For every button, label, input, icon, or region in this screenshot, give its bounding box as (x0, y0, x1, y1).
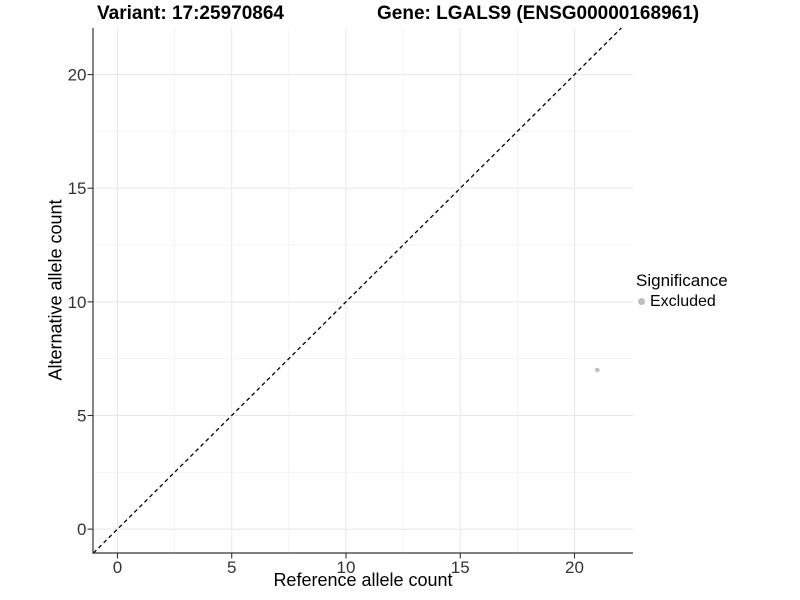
x-axis-title: Reference allele count (273, 570, 453, 590)
legend-item-label: Excluded (650, 293, 716, 310)
plot-title-gene: Gene: LGALS9 (ENSG00000168961) (377, 3, 700, 24)
y-tick-label: 20 (68, 66, 87, 85)
legend-item-excluded: Excluded (636, 292, 728, 311)
y-axis-title: Alternative allele count (45, 199, 66, 381)
y-tick-label: 0 (77, 520, 86, 539)
data-point (595, 367, 600, 373)
legend-point-icon (638, 298, 645, 305)
x-tick-label: 15 (451, 558, 470, 577)
y-tick-label: 5 (77, 407, 86, 426)
x-tick-label: 10 (337, 558, 356, 577)
identity-dashed-line (92, 27, 622, 554)
y-tick-label: 15 (68, 179, 87, 198)
x-tick-label: 20 (565, 558, 584, 577)
x-tick-label: 0 (113, 558, 122, 577)
x-tick-label: 5 (227, 558, 236, 577)
plot-title-variant: Variant: 17:25970864 (97, 3, 284, 24)
legend: Significance Excluded (636, 270, 728, 311)
y-tick-label: 10 (68, 293, 87, 312)
legend-title: Significance (636, 271, 728, 290)
